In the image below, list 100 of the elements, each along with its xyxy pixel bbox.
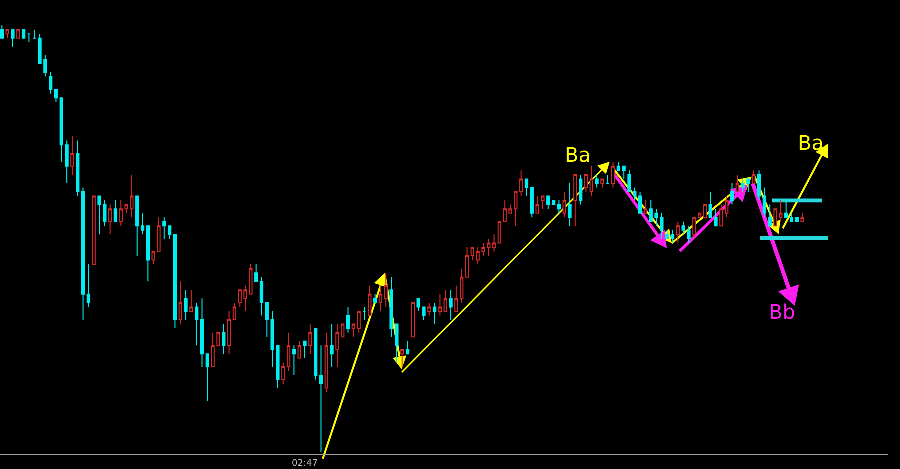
candlestick	[324, 332, 328, 394]
candlestick	[286, 332, 291, 372]
candlestick	[352, 324, 356, 338]
candlestick	[114, 200, 118, 222]
candlestick	[70, 136, 74, 176]
candlestick	[16, 29, 20, 39]
candlestick	[498, 221, 502, 244]
candlestick	[357, 310, 361, 334]
candlestick	[670, 230, 675, 244]
candlestick	[411, 302, 415, 338]
candlestick	[574, 174, 578, 227]
candlestick	[698, 212, 702, 218]
candlestick	[162, 217, 166, 240]
candlestick	[400, 349, 404, 368]
candlestick	[536, 196, 540, 214]
candlestick	[644, 200, 648, 214]
candlestick	[568, 182, 572, 227]
candlestick	[524, 178, 529, 197]
candlestick	[303, 340, 307, 359]
candlestick	[86, 264, 91, 308]
candlestick	[195, 302, 199, 346]
candlestick	[6, 29, 10, 39]
annotation: Ba	[565, 143, 591, 167]
candlestick	[800, 212, 804, 222]
annotation: Ba	[798, 131, 824, 155]
candlestick	[730, 182, 734, 206]
candlestick	[27, 34, 32, 44]
candlestick	[590, 166, 594, 197]
candlestick	[752, 170, 756, 184]
candlestick	[314, 328, 318, 380]
candlestick	[206, 354, 210, 402]
candlestick	[384, 272, 388, 308]
candlestick	[666, 230, 670, 240]
candlestick	[768, 204, 772, 227]
candlestick	[140, 212, 145, 236]
candlestick	[373, 294, 378, 304]
candlestick	[449, 290, 453, 321]
candlestick	[32, 29, 36, 39]
candlestick	[546, 196, 550, 210]
candlestick	[428, 302, 432, 316]
candlestick	[762, 187, 767, 218]
candlestick	[136, 196, 140, 257]
candlestick	[611, 162, 616, 188]
candlestick	[292, 345, 296, 376]
candlestick	[308, 324, 312, 355]
candlestick	[298, 340, 302, 359]
candlestick	[81, 187, 86, 321]
candlestick	[557, 200, 562, 214]
candlestick	[530, 187, 534, 218]
candlestick	[362, 306, 366, 321]
candlestick	[492, 234, 496, 252]
candlestick	[49, 72, 53, 94]
annotation: Bb	[769, 300, 796, 324]
candlestick	[22, 29, 26, 39]
candlestick	[736, 174, 740, 193]
candlestick	[319, 345, 324, 453]
candlestick	[579, 174, 583, 206]
candlestick	[606, 174, 610, 184]
candlestick	[184, 290, 188, 321]
candlestick	[260, 276, 264, 316]
candlestick	[790, 212, 794, 222]
candlestick	[378, 285, 383, 312]
candlestick	[200, 298, 204, 368]
candlestick	[222, 324, 226, 355]
candlestick	[465, 246, 470, 278]
candlestick	[676, 221, 680, 244]
candlestick	[622, 166, 626, 180]
candlestick	[330, 324, 334, 368]
candlestick	[432, 302, 437, 325]
candlestick	[232, 302, 237, 321]
candlestick	[54, 89, 58, 103]
candlestick	[470, 246, 474, 261]
candlestick	[638, 192, 642, 214]
candlestick	[406, 340, 410, 355]
candlestick	[595, 174, 599, 188]
candlestick	[438, 294, 442, 316]
candlestick	[346, 306, 350, 334]
candlestick	[282, 362, 286, 385]
candlestick	[108, 204, 112, 236]
candlestick	[444, 290, 448, 312]
candlestick	[368, 285, 372, 316]
candlestick	[600, 178, 604, 188]
candlestick	[190, 290, 194, 312]
candlestick	[552, 200, 556, 206]
candlestick	[92, 196, 96, 266]
x-tick-label: 02:47	[292, 458, 318, 469]
candlestick	[784, 200, 788, 218]
candlestick	[562, 192, 566, 218]
candlestick	[584, 174, 588, 193]
candlestick	[757, 170, 762, 202]
candlestick	[76, 140, 80, 197]
candlestick	[703, 204, 708, 218]
candlestick	[0, 25, 4, 39]
candlestick	[227, 310, 232, 355]
candlestick	[254, 264, 258, 282]
candlestick	[11, 29, 15, 48]
candlestick	[146, 226, 150, 282]
candlestick	[168, 226, 172, 240]
candlestick	[692, 217, 696, 240]
candlestick	[795, 217, 799, 222]
